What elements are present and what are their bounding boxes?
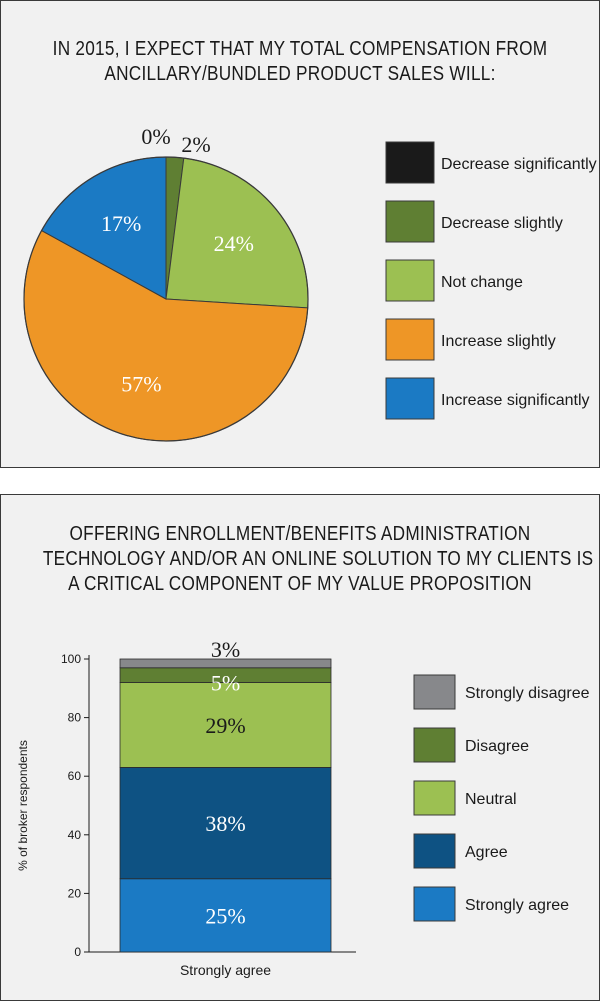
bar-segment-strongly-disagree (119, 658, 332, 669)
legend-swatch (385, 377, 435, 420)
pie-chart-title-line-2: ANCILLARY/BUNDLED PRODUCT SALES WILL: (104, 63, 496, 85)
pie-value-label: 0% (141, 124, 170, 149)
pie-chart: 0% 2% 24% 57% 17% Decrease significantly Decre… (23, 124, 597, 442)
legend-label: Neutral (465, 791, 517, 808)
bar-value-label: 3% (211, 637, 240, 662)
stacked-bar-chart: 0 20 40 60 80 100 % of broker respondents Stron… (16, 637, 590, 978)
bar-value-label: 38% (205, 811, 245, 836)
legend-swatch (413, 780, 456, 816)
legend-swatch (385, 318, 435, 361)
legend-label: Decrease slightly (441, 215, 563, 232)
legend-label: Not change (441, 274, 523, 291)
legend-label: Agree (465, 844, 508, 861)
legend-label: Strongly agree (465, 897, 569, 914)
pie-chart-title: IN 2015, I EXPECT THAT MY TOTAL COMPENSA… (43, 37, 557, 87)
y-tick-label: 40 (68, 828, 82, 842)
y-tick-label: 0 (74, 945, 81, 959)
bar-chart-title-line-3: A CRITICAL COMPONENT OF MY VALUE PROPOSI… (68, 573, 532, 595)
bar-value-label: 25% (205, 903, 245, 928)
legend-swatch (385, 200, 435, 243)
bar-chart-title: OFFERING ENROLLMENT/BENEFITS ADMINISTRAT… (42, 522, 594, 597)
bar-segment-agree (119, 767, 332, 880)
stacked-bar-chart-panel: OFFERING ENROLLMENT/BENEFITS ADMINISTRAT… (0, 494, 600, 1001)
legend-swatch (385, 259, 435, 302)
legend-swatch (413, 833, 456, 869)
y-axis-label: % of broker respondents (16, 740, 30, 871)
y-tick-label: 60 (68, 769, 82, 783)
legend-label: Disagree (465, 738, 529, 755)
legend-swatch (413, 727, 456, 763)
x-category-label: Strongly agree (180, 962, 271, 978)
bar-segment-neutral (119, 682, 332, 768)
bar-chart-title-line-1: OFFERING ENROLLMENT/BENEFITS ADMINISTRAT… (69, 523, 531, 545)
legend-label: Increase slightly (441, 333, 556, 350)
y-tick-label: 80 (68, 711, 82, 725)
pie-value-label: 17% (101, 211, 141, 236)
legend-label: Increase significantly (441, 392, 590, 409)
bar-value-label: 5% (211, 670, 240, 695)
legend-swatch (413, 674, 456, 710)
pie-value-label: 57% (121, 372, 161, 397)
legend-swatch (385, 141, 435, 184)
pie-value-label: 24% (214, 231, 254, 256)
bar-segment-strongly-agree (119, 878, 332, 953)
legend-swatch (413, 886, 456, 922)
legend-label: Decrease significantly (441, 156, 597, 173)
pie-chart-title-line-1: IN 2015, I EXPECT THAT MY TOTAL COMPENSA… (52, 38, 548, 60)
pie-chart-panel: IN 2015, I EXPECT THAT MY TOTAL COMPENSA… (0, 0, 600, 468)
bar-chart-title-line-2: TECHNOLOGY AND/OR AN ONLINE SOLUTION TO … (42, 548, 594, 570)
pie-outline (23, 156, 309, 442)
y-tick-label: 20 (68, 886, 82, 900)
legend-label: Strongly disagree (465, 685, 590, 702)
y-tick-label: 100 (61, 652, 81, 666)
bar-value-label: 29% (205, 713, 245, 738)
pie-value-label: 2% (181, 132, 210, 157)
